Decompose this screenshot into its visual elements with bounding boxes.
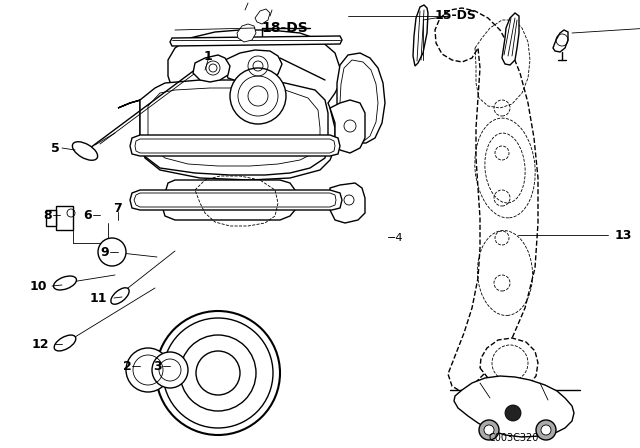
Text: 9: 9 [100,246,109,258]
Text: 8: 8 [44,208,52,221]
Polygon shape [130,135,340,156]
Text: 15-DS: 15-DS [435,9,477,22]
Circle shape [98,238,126,266]
Circle shape [126,348,170,392]
Text: 10: 10 [29,280,47,293]
Text: 18-DS: 18-DS [262,21,308,35]
Polygon shape [413,5,428,66]
Text: 2: 2 [123,359,131,372]
Polygon shape [140,80,328,175]
Polygon shape [553,30,568,52]
Polygon shape [130,190,342,210]
Circle shape [479,420,499,440]
Polygon shape [170,36,342,46]
Ellipse shape [54,276,76,290]
Text: 7: 7 [114,202,122,215]
Polygon shape [237,24,256,42]
Polygon shape [454,376,574,437]
Circle shape [152,352,188,388]
Polygon shape [225,50,282,83]
Text: 12: 12 [31,337,49,350]
Circle shape [230,68,286,124]
Polygon shape [330,183,365,223]
Polygon shape [162,180,295,220]
Polygon shape [46,210,56,226]
Polygon shape [118,30,340,180]
Text: C003C320: C003C320 [489,433,539,443]
Polygon shape [330,100,365,153]
Text: −4: −4 [387,233,403,243]
Polygon shape [435,8,538,391]
Text: 5: 5 [51,142,60,155]
Ellipse shape [54,335,76,351]
Circle shape [541,425,551,435]
Ellipse shape [72,142,98,160]
Polygon shape [255,9,270,24]
Polygon shape [480,338,538,390]
Text: 11: 11 [89,292,107,305]
Text: 3: 3 [154,359,163,372]
Circle shape [536,420,556,440]
Polygon shape [193,55,230,82]
Text: 1: 1 [204,49,212,63]
Text: 13: 13 [614,228,632,241]
Ellipse shape [111,288,129,304]
Polygon shape [337,53,385,143]
Polygon shape [502,13,519,65]
Circle shape [505,405,521,421]
Circle shape [484,425,494,435]
Text: 6: 6 [84,208,92,221]
Circle shape [156,311,280,435]
Polygon shape [56,206,73,230]
